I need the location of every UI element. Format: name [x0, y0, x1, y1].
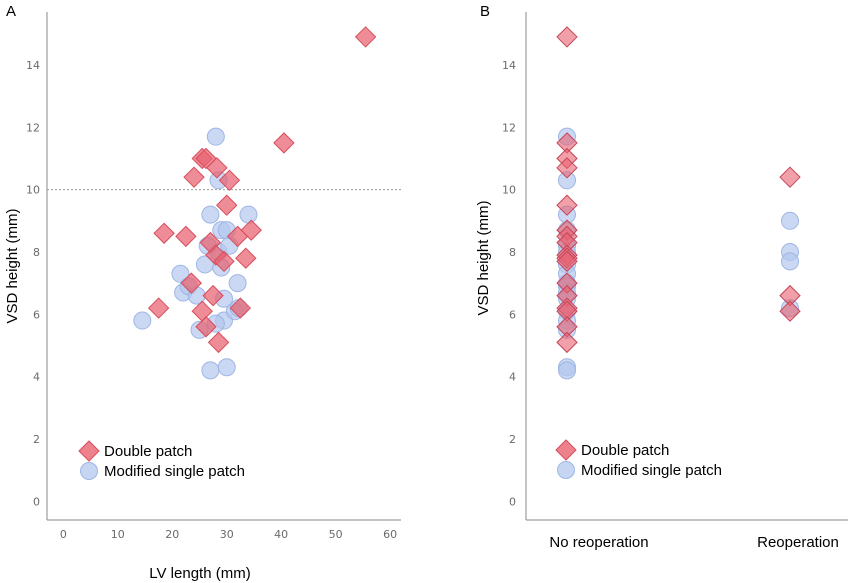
double-patch-point [175, 225, 197, 248]
modified-single-patch-point [171, 264, 190, 283]
double-patch-point [556, 157, 578, 179]
legend-modified-single-patch-marker [557, 461, 575, 479]
double-patch-point [180, 272, 203, 294]
double-patch-point [556, 331, 578, 354]
double-patch-point [195, 147, 217, 170]
y-tick-label: 0 [33, 495, 40, 508]
y-tick-label: 0 [509, 495, 516, 508]
double-patch-point [153, 222, 175, 244]
double-patch-point [216, 194, 238, 216]
legend-double-patch-marker [555, 439, 577, 461]
legend-double-patch-marker [78, 440, 100, 462]
y-tick-label: 4 [509, 371, 516, 384]
modified-single-patch-point [133, 311, 152, 330]
double-patch-point [213, 250, 235, 273]
double-patch-point [779, 300, 801, 322]
double-patch-point [206, 157, 228, 179]
panel-a-legend: Double patch Modified single patch [78, 440, 245, 480]
legend-double-patch-label: Double patch [104, 443, 192, 460]
y-tick-label: 14 [502, 59, 516, 72]
modified-single-patch-point [201, 361, 220, 380]
x-tick-label: 10 [111, 528, 125, 541]
x-tick-label: 50 [329, 528, 343, 541]
modified-single-patch-point [217, 358, 236, 377]
modified-single-patch-point [239, 205, 258, 224]
double-patch-point [556, 250, 578, 273]
panel-a-points [133, 26, 377, 380]
panel-b-label: B [480, 3, 490, 20]
y-tick-label: 12 [502, 121, 516, 134]
category-label: No reoperation [549, 534, 648, 551]
y-tick-label: 6 [33, 308, 40, 321]
category-label: Reoperation [757, 534, 839, 551]
y-tick-label: 8 [33, 246, 40, 259]
panel-a-label: A [6, 3, 16, 20]
y-tick-label: 10 [26, 184, 40, 197]
y-tick-label: 12 [26, 121, 40, 134]
legend-modified-single-patch-marker [80, 462, 98, 480]
x-tick-label: 40 [274, 528, 288, 541]
legend-modified-single-patch-label: Modified single patch [104, 463, 245, 480]
modified-single-patch-point [228, 274, 247, 293]
panel-a-y-ticks: 0 2 4 6 8 10 12 14 [26, 59, 40, 508]
modified-single-patch-point [781, 252, 799, 271]
double-patch-point [556, 26, 578, 48]
double-patch-point [779, 166, 801, 188]
double-patch-point [195, 316, 217, 338]
x-tick-label: 30 [220, 528, 234, 541]
double-patch-point [202, 284, 224, 307]
double-patch-point [235, 247, 257, 269]
x-tick-label: 0 [60, 528, 67, 541]
x-tick-label: 60 [383, 528, 397, 541]
double-patch-point [207, 331, 230, 354]
y-tick-label: 6 [509, 308, 516, 321]
modified-single-patch-point [206, 127, 225, 146]
x-tick-label: 20 [165, 528, 179, 541]
double-patch-point [273, 132, 295, 154]
y-tick-label: 10 [502, 184, 516, 197]
panel-b-points [556, 26, 801, 380]
panel-a-y-axis-title: VSD height (mm) [4, 208, 21, 323]
double-patch-point [218, 169, 241, 192]
y-tick-label: 2 [509, 433, 516, 446]
double-patch-point [354, 26, 377, 48]
double-patch-point [229, 297, 252, 319]
double-patch-point [556, 194, 578, 216]
modified-single-patch-point [781, 211, 799, 230]
y-tick-label: 14 [26, 59, 40, 72]
double-patch-point [183, 166, 205, 188]
legend-modified-single-patch-label: Modified single patch [581, 462, 722, 479]
legend-double-patch-label: Double patch [581, 442, 669, 459]
double-patch-point [240, 219, 262, 241]
modified-single-patch-point [558, 361, 576, 380]
double-patch-point [205, 244, 227, 266]
y-tick-label: 2 [33, 433, 40, 446]
panel-a: A 0 2 4 6 8 10 12 14 0 10 20 30 40 50 60 LV length (m… [4, 3, 401, 582]
panel-b-y-axis-title: VSD height (mm) [475, 200, 492, 315]
panel-b-legend: Double patch Modified single patch [555, 439, 722, 479]
y-tick-label: 4 [33, 371, 40, 384]
panel-b-y-ticks: 0 2 4 6 8 10 12 14 [502, 59, 516, 508]
y-tick-label: 8 [509, 246, 516, 259]
modified-single-patch-point [201, 205, 220, 224]
double-patch-point [147, 297, 170, 319]
panel-a-x-ticks: 0 10 20 30 40 50 60 [60, 528, 397, 541]
panel-b-category-labels: No reoperation Reoperation [549, 534, 838, 551]
panel-a-x-axis-title: LV length (mm) [149, 565, 250, 582]
